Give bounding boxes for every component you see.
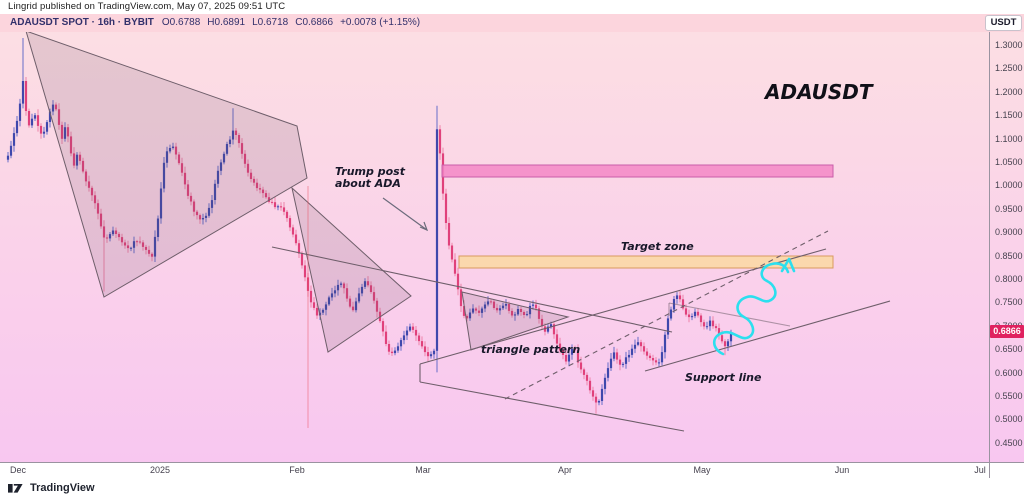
price-axis-label: 0.8500 (995, 250, 1023, 261)
target-zone[interactable] (458, 255, 834, 269)
time-axis-label-may: May (693, 465, 711, 475)
descending-wedge-dec-feb[interactable] (25, 31, 308, 298)
price-axis-label: 1.2500 (995, 63, 1023, 74)
trendline-drawings[interactable] (271, 186, 891, 432)
ohlc-values: O0.6788 H0.6891 L0.6718 C0.6866 (162, 17, 340, 28)
time-axis[interactable]: Dec 2025 Feb Mar Apr May Jun Jul (0, 463, 1024, 478)
tradingview-logo-icon (8, 484, 23, 493)
price-zone-drawings[interactable] (441, 164, 834, 269)
lower-channel-line[interactable] (419, 381, 685, 432)
price-axis-label: 0.7500 (995, 297, 1023, 308)
ascending-trendline[interactable] (419, 248, 827, 365)
resistance-zone[interactable] (441, 164, 834, 178)
time-axis-label-apr: Apr (557, 465, 573, 475)
triangle-mar-apr[interactable] (461, 291, 570, 351)
currency-toggle-button[interactable]: USDT (985, 15, 1022, 31)
time-axis-label-2025: 2025 (149, 465, 171, 475)
tradingview-logo[interactable]: TradingView (8, 482, 128, 494)
symbol-header-bar: ADAUSDT SPOT · 16h · BYBIT O0.6788 H0.6891… (0, 14, 1024, 32)
price-axis-label: 0.5500 (995, 391, 1023, 401)
price-axis-separator (989, 14, 990, 478)
ohlc-field-c: C0.6866 (295, 17, 334, 28)
symbol-watermark: ADAUSDT (765, 80, 873, 104)
annotation-trump-post-line2: about ADA (335, 177, 401, 190)
publish-info-bar: Lingrid published on TradingView.com, Ma… (0, 0, 1024, 14)
annotation-trump-post[interactable]: Trump post about ADA (335, 166, 405, 190)
support-line[interactable] (644, 300, 891, 372)
time-axis-label-dec: Dec (9, 465, 27, 475)
price-axis-label: 0.4500 (995, 437, 1023, 448)
annotation-triangle-pattern[interactable]: triangle pattern (481, 343, 581, 356)
change-value: +0.0078 (+1.15%) (340, 17, 421, 28)
price-axis-label: 1.0500 (995, 157, 1023, 167)
projection-squiggle-arrow[interactable] (712, 262, 790, 356)
time-axis-label-jun: Jun (834, 465, 850, 475)
ohlc-field-l: L0.6718 (252, 17, 289, 28)
price-axis-label: 0.9500 (995, 203, 1023, 214)
footer-bar: TradingView (0, 478, 1024, 497)
price-axis-label: 1.0000 (995, 180, 1023, 191)
tradingview-logo-text: TradingView (30, 482, 95, 494)
time-axis-separator (0, 462, 1024, 463)
descending-wedge-feb-mar[interactable] (291, 186, 412, 353)
minor-channel-line[interactable] (668, 302, 791, 327)
price-axis-label: 1.1500 (995, 110, 1023, 121)
publish-info-text: Lingrid published on TradingView.com, Ma… (8, 1, 286, 12)
price-axis[interactable]: 1.3000 1.2500 1.2000 1.1500 1.1000 1.0500 1.00… (990, 14, 1024, 462)
price-axis-label: 0.5000 (995, 414, 1023, 425)
annotation-target-zone[interactable]: Target zone (621, 240, 694, 253)
symbol-title[interactable]: ADAUSDT SPOT · 16h · BYBIT (10, 17, 154, 28)
time-axis-label-mar: Mar (415, 465, 431, 475)
projection-arrowhead (780, 257, 796, 273)
ascending-dashed-line[interactable] (504, 230, 829, 400)
price-axis-label: 0.8000 (995, 274, 1023, 284)
price-axis-label: 0.9000 (995, 227, 1023, 238)
price-axis-label: 0.6000 (995, 367, 1023, 378)
ohlc-field-h: H0.6891 (207, 17, 246, 28)
price-axis-label: 1.2000 (995, 86, 1023, 97)
trump-post-pointer-arrow[interactable] (382, 197, 428, 231)
ohlc-field-o: O0.6788 (161, 17, 201, 28)
annotation-support-line[interactable]: Support line (685, 371, 762, 384)
arrow-drawings[interactable] (382, 197, 796, 356)
last-price-badge: 0.6866 (990, 325, 1024, 339)
wedge-pattern-drawings[interactable] (25, 31, 570, 353)
price-axis-label: 1.1000 (995, 133, 1023, 144)
time-axis-label-feb: Feb (289, 465, 305, 475)
descending-resistance[interactable] (271, 246, 673, 333)
trump-post-pointer-arrowhead (419, 221, 429, 232)
price-axis-label: 1.3000 (995, 40, 1023, 50)
time-axis-label-jul: Jul (974, 465, 986, 475)
price-axis-label: 0.6500 (995, 344, 1023, 355)
chart-plot-background (0, 14, 1024, 462)
annotation-trump-post-line1: Trump post (335, 165, 405, 178)
